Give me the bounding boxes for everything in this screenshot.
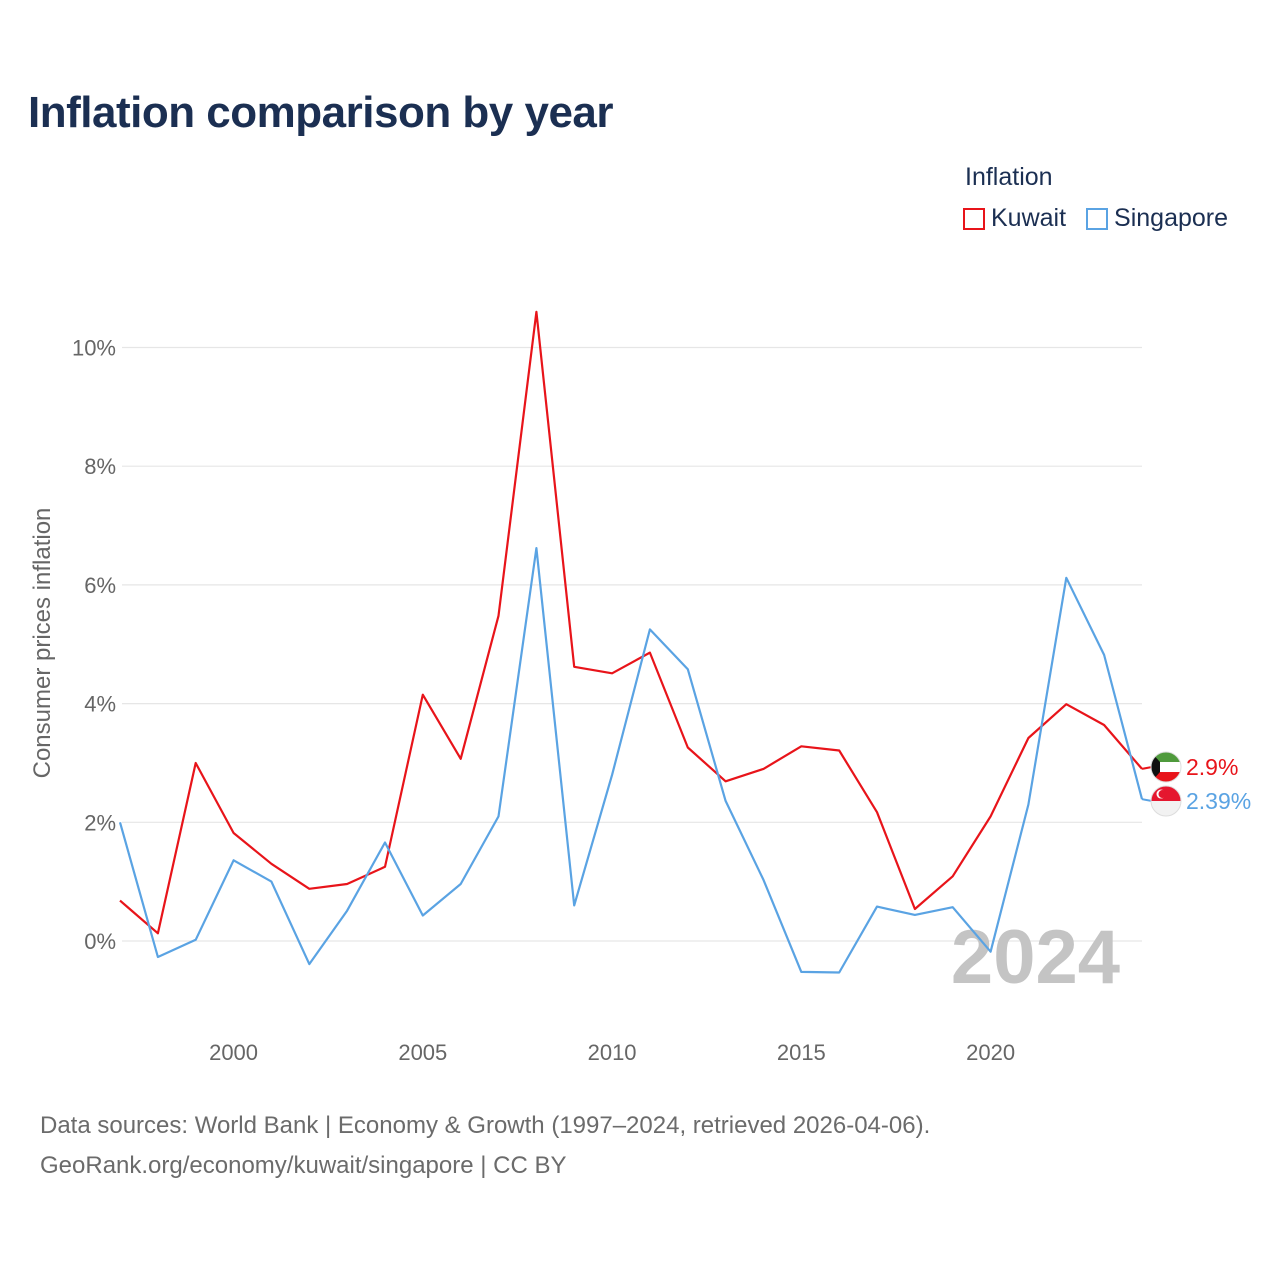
y-tick-label: 8% — [84, 454, 116, 479]
legend-swatch-kuwait — [963, 207, 985, 230]
sources-line-1: Data sources: World Bank | Economy & Gro… — [40, 1112, 931, 1139]
series-line-kuwait[interactable] — [119, 310, 1143, 935]
year-watermark: 2024 — [951, 915, 1120, 1000]
y-tick-label: 10% — [72, 336, 116, 361]
legend-item-singapore[interactable]: Singapore — [1086, 204, 1228, 233]
y-tick-label: 4% — [84, 692, 116, 717]
x-tick-label: 2000 — [209, 1040, 258, 1065]
singapore-connector — [1141, 798, 1153, 803]
legend: Kuwait Singapore — [963, 204, 1228, 233]
kuwait-end-label: 2.9% — [1186, 754, 1238, 780]
sources: Data sources: World Bank | Economy & Gro… — [40, 1106, 930, 1186]
legend-item-kuwait[interactable]: Kuwait — [963, 204, 1066, 233]
sources-line-2: GeoRank.org/economy/kuwait/singapore | C… — [40, 1152, 567, 1179]
x-tick-label: 2005 — [398, 1040, 447, 1065]
legend-title: Inflation — [965, 163, 1053, 191]
singapore-end-label: 2.39% — [1186, 788, 1251, 814]
legend-swatch-singapore — [1086, 207, 1109, 230]
legend-label-kuwait: Kuwait — [991, 204, 1067, 232]
y-tick-label: 0% — [84, 929, 116, 954]
series-line-singapore[interactable] — [118, 546, 1144, 974]
x-tick-label: 2015 — [777, 1040, 826, 1065]
y-axis-label: Consumer prices inflation — [29, 508, 56, 779]
singapore-flag-icon — [1151, 786, 1181, 817]
kuwait-connector — [1141, 766, 1153, 770]
x-tick-label: 2020 — [966, 1040, 1015, 1065]
x-tick-label: 2010 — [588, 1040, 637, 1065]
y-tick-label: 6% — [84, 573, 116, 598]
legend-label-singapore: Singapore — [1114, 204, 1229, 232]
page-title: Inflation comparison by year — [28, 88, 614, 137]
y-tick-label: 2% — [84, 810, 116, 835]
